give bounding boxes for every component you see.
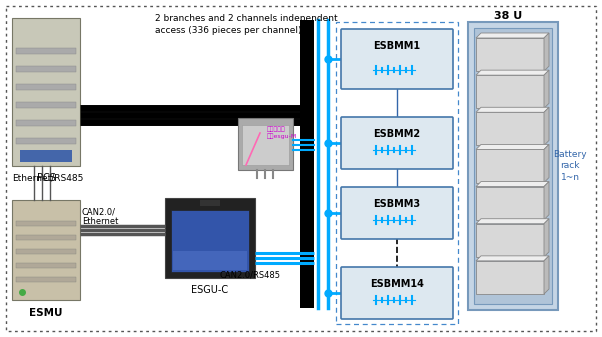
Bar [476,75,544,108]
Bar [200,200,220,206]
Polygon shape [476,219,549,224]
Text: PCS: PCS [37,173,55,183]
Text: ESBMM14: ESBMM14 [370,279,424,289]
Bar [171,210,249,272]
Polygon shape [544,70,549,108]
Polygon shape [476,182,549,187]
Text: ESGU-C: ESGU-C [191,285,229,295]
Bar [16,235,76,240]
Polygon shape [544,107,549,146]
Text: 组端控制和
采集esgu-M: 组端控制和 采集esgu-M [267,127,297,139]
Bar [16,263,76,268]
Polygon shape [476,145,549,149]
Polygon shape [476,33,549,38]
Bar [468,22,558,310]
Polygon shape [544,256,549,294]
Text: CAN2.0/
Ethernet: CAN2.0/ Ethernet [82,208,119,226]
Bar [16,66,76,72]
Bar [476,187,544,220]
Text: ESBMM3: ESBMM3 [373,199,421,209]
Bar [474,28,552,304]
Polygon shape [544,145,549,183]
FancyBboxPatch shape [341,29,453,89]
Bar [16,84,76,90]
Bar [16,48,76,54]
Bar [300,20,314,308]
Bar [476,261,544,294]
Bar [16,120,76,126]
Text: Battery
rack
1~n: Battery rack 1~n [553,150,587,182]
Text: ESBMM1: ESBMM1 [373,41,421,51]
Polygon shape [544,182,549,220]
FancyBboxPatch shape [341,267,453,319]
Bar [16,249,76,254]
Bar [16,102,76,108]
Polygon shape [544,219,549,257]
FancyBboxPatch shape [341,117,453,169]
Text: 38 U: 38 U [494,11,522,21]
Bar [336,22,458,324]
Bar [16,221,76,226]
Text: Ethernet/RS485: Ethernet/RS485 [12,174,84,183]
Bar [476,38,544,71]
Polygon shape [544,33,549,71]
Text: ESMU: ESMU [29,308,63,318]
Bar [173,251,247,270]
Text: CAN2.0/RS485: CAN2.0/RS485 [220,271,281,280]
Bar [476,112,544,146]
FancyBboxPatch shape [341,187,453,239]
Text: 2 branches and 2 channels independent
access (336 pieces per channel): 2 branches and 2 channels independent ac… [155,14,338,35]
Bar [16,138,76,144]
Bar [12,18,80,166]
Polygon shape [476,70,549,75]
Polygon shape [476,107,549,112]
Bar [12,200,80,300]
Text: ESBMM2: ESBMM2 [373,129,421,139]
Bar [242,125,289,165]
Bar [476,149,544,183]
Bar [16,277,76,282]
Bar [20,150,72,162]
Bar [165,198,255,278]
Bar [238,118,293,170]
Polygon shape [476,256,549,261]
Bar [476,224,544,257]
